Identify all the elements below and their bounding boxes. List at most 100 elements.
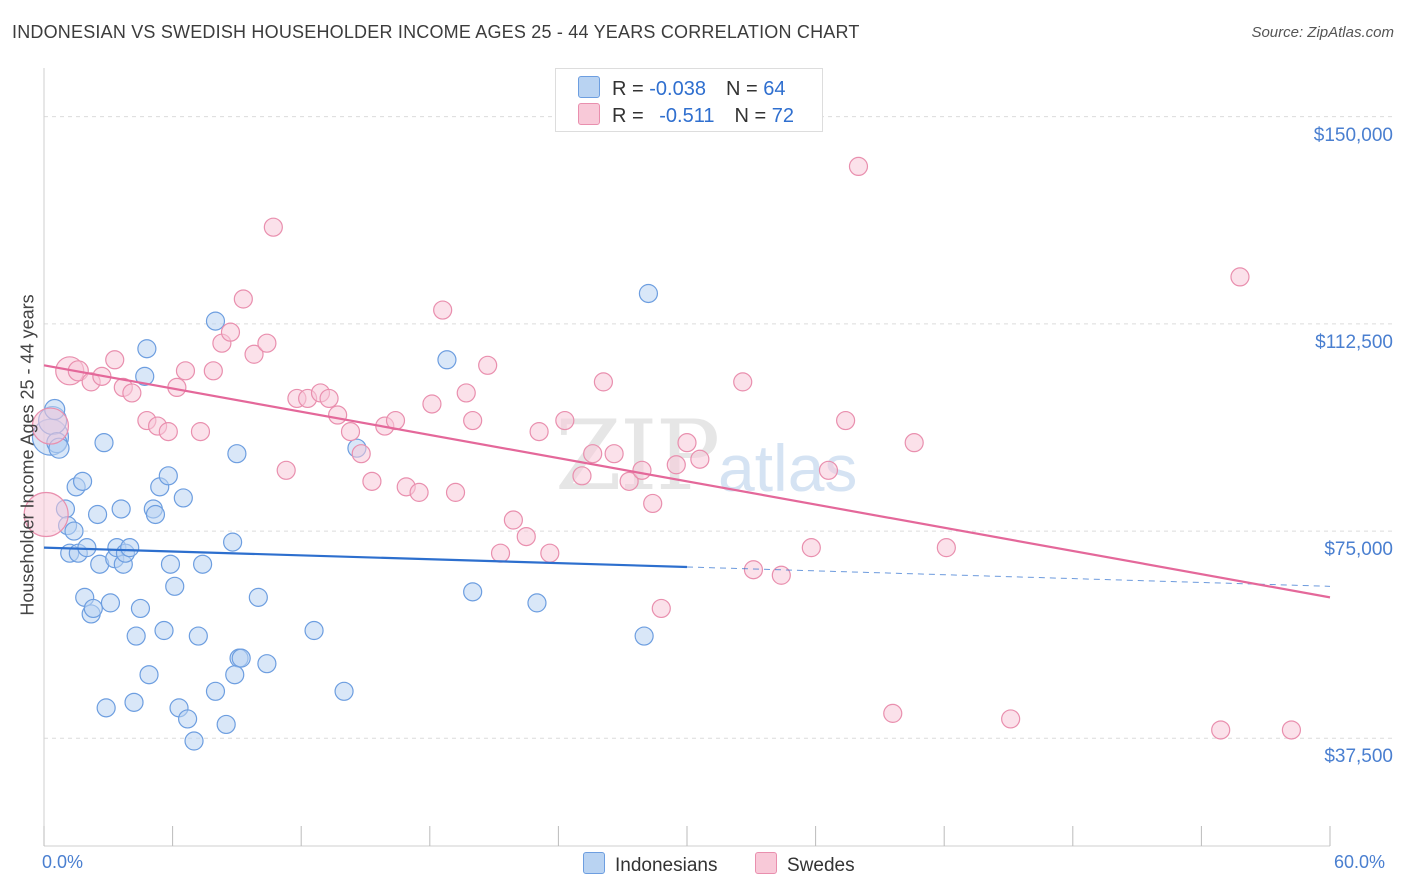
swedish-point [31,407,70,445]
indonesian-point [216,714,236,735]
indonesians-trend-extension [686,566,1331,587]
bottom-legend-label: Swedes [787,855,855,876]
bottom-legend-swatch-blue [583,852,605,874]
swedish-point [220,322,241,342]
indonesian-point [154,620,174,641]
swedish-point [516,526,536,547]
swedish-point [540,543,560,563]
swedish-point [445,482,466,502]
indonesian-point [231,648,251,668]
swedish-point [572,466,592,486]
legend-row-indonesians: R = -0.038 N = 64 [578,76,785,100]
swedish-point [848,156,869,177]
swedish-point [158,422,178,442]
indonesians-points [31,283,659,751]
legend-swatch-blue [578,76,600,98]
indonesian-point [227,444,247,464]
swedish-point [175,361,196,381]
indonesian-point [205,681,226,701]
indonesian-point [463,582,483,602]
indonesian-point [94,433,114,453]
y-axis-title: Householder Income Ages 25 - 44 years [17,294,38,616]
swedish-point [529,422,549,442]
indonesian-point [87,504,108,525]
swedish-point [883,703,903,723]
indonesian-point [96,698,116,718]
indonesian-point [257,654,277,674]
legend-swatch-pink [578,103,600,125]
indonesians-trend-line [43,546,688,569]
legend-r-value: -0.511 [659,105,715,127]
indonesian-point [111,499,131,519]
bottom-legend-swedes: Swedes [755,852,855,877]
swedes-points [23,156,1302,740]
swedish-point [351,444,371,464]
indonesian-point [173,488,193,508]
legend-n-label: N = [734,105,772,127]
indonesian-point [100,593,121,613]
source-label: Source: ZipAtlas.com [1251,24,1394,41]
swedish-point [593,372,614,392]
swedish-point [276,460,296,480]
bottom-legend-indonesians: Indonesians [583,852,717,877]
swedish-point [340,422,361,442]
indonesian-point [64,521,84,541]
y-tick-label: $37,500 [1324,746,1393,768]
swedish-point [1281,720,1302,740]
swedish-point [478,355,498,375]
swedish-point [666,455,686,475]
indonesian-point [137,339,157,359]
indonesian-point [437,350,457,370]
swedish-point [733,372,753,392]
swedish-point [818,460,839,480]
indonesian-point [158,466,178,486]
indonesian-point [124,692,144,712]
swedish-point [643,493,663,514]
swedish-point [1230,267,1250,287]
swedish-point [632,460,652,480]
indonesian-point [527,593,547,613]
indonesian-point [225,665,245,685]
swedish-point [771,565,791,585]
indonesian-point [334,681,354,701]
indonesian-point [248,587,268,607]
correlation-legend: R = -0.038 N = 64 R = -0.511 N = 72 [555,68,823,132]
indonesian-point [72,471,93,491]
swedish-point [433,300,453,320]
indonesian-point [634,626,654,646]
indonesian-point [120,538,140,558]
swedish-point [936,538,956,558]
legend-r-value: -0.038 [649,78,706,100]
x-tick-label-max: 60.0% [1334,852,1386,872]
swedish-point [503,510,523,530]
indonesian-point [223,532,243,552]
indonesian-point [145,504,166,525]
legend-r-label: R = [612,78,650,100]
indonesian-point [193,554,213,574]
swedish-point [604,444,624,464]
swedish-point [619,471,639,491]
gridlines [44,116,1395,739]
indonesian-point [178,709,198,729]
swedish-point [328,405,348,425]
swedish-point [319,388,339,409]
bottom-legend-swatch-pink [755,852,777,874]
swedish-point [409,482,429,502]
swedish-point [555,410,575,431]
indonesian-point [638,283,659,304]
axes [43,68,1331,847]
swedish-point [422,394,442,414]
y-tick-label: $112,500 [1315,331,1393,353]
swedish-point [463,410,483,431]
swedish-point [1211,720,1231,740]
indonesian-point [205,311,226,331]
indonesian-point [160,554,181,574]
swedish-point [233,289,253,309]
swedish-point [743,560,764,580]
y-tick-label: $150,000 [1313,124,1393,146]
swedish-point [1001,709,1021,729]
trend-lines [43,364,1331,599]
swedish-point [203,361,223,381]
chart-title: INDONESIAN VS SWEDISH HOUSEHOLDER INCOME… [12,22,860,42]
